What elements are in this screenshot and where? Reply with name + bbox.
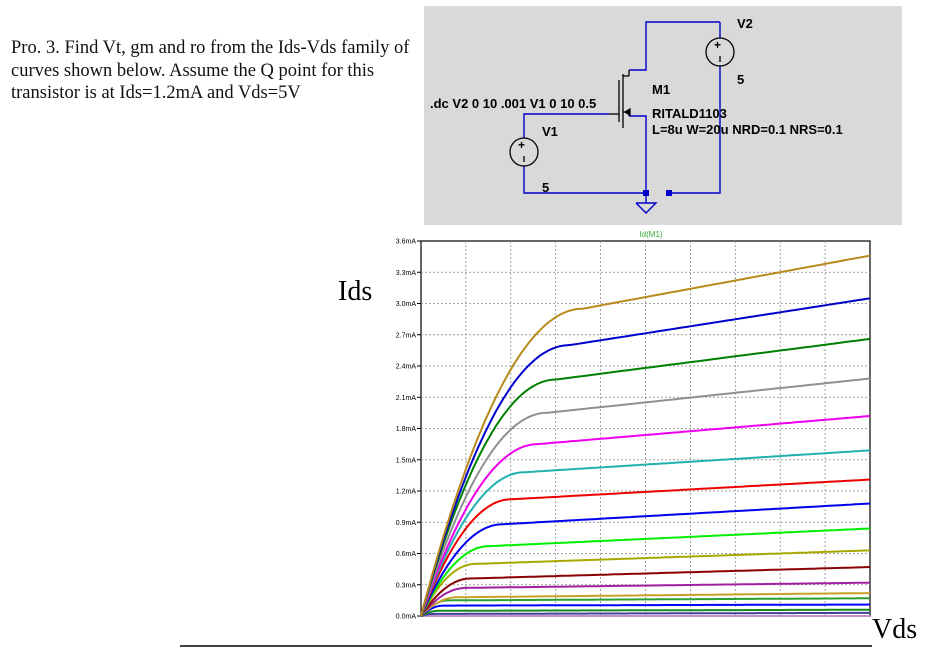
- v2-source-symbol: +: [705, 37, 735, 67]
- ids-curve-2: [420, 608, 870, 617]
- y-tick-label: 0.6mA: [396, 551, 417, 558]
- problem-statement: Pro. 3. Find Vt, gm and ro from the Ids-…: [11, 38, 410, 103]
- ids-curve-9: [420, 527, 871, 617]
- ids-curve-4: [420, 597, 870, 617]
- schematic-panel: + + .dc V2 0 10 .001 V1 0 10 0.5 V2 5 M1…: [424, 6, 902, 225]
- ids-curve-16: [420, 297, 871, 617]
- m1-label: M1: [652, 82, 670, 97]
- y-tick-label: 2.7mA: [396, 332, 417, 339]
- ids-curve-1: [420, 611, 870, 617]
- y-tick-label: 2.4mA: [396, 364, 417, 371]
- y-tick-label: 1.2mA: [396, 489, 417, 496]
- svg-text:+: +: [714, 38, 721, 52]
- ids-curve-13: [420, 415, 871, 617]
- y-ticks: 0.0mA 0.3mA 0.6mA 0.9mA 1.2mA 1.5mA 1.8mA 2.1mA…: [396, 239, 421, 621]
- v2-value: 5: [737, 72, 744, 87]
- y-tick-label: 0.9mA: [396, 520, 417, 527]
- svg-text:+: +: [518, 138, 525, 152]
- y-tick-label: 1.5mA: [396, 457, 417, 464]
- ids-curve-15: [420, 337, 871, 617]
- model-name: RITALD1103: [652, 106, 727, 121]
- y-tick-label: 1.8mA: [396, 426, 417, 433]
- y-tick-label: 3.3mA: [396, 270, 417, 277]
- schematic-diagram: + + .dc V2 0 10 .001 V1 0 10 0.5 V2 5 M1…: [430, 16, 843, 214]
- y-tick-label: 3.6mA: [396, 239, 417, 246]
- ids-curve-5: [420, 592, 870, 617]
- node-dot: [666, 190, 672, 196]
- ids-curve-7: [420, 566, 871, 617]
- ids-curve-17: [420, 254, 871, 617]
- ids-curve-10: [420, 502, 871, 617]
- v1-value: 5: [542, 180, 549, 195]
- schematic-wires: [523, 21, 721, 214]
- model-params: L=8u W=20u NRD=0.1 NRS=0.1: [652, 122, 843, 137]
- dc-directive: .dc V2 0 10 .001 V1 0 10 0.5: [430, 96, 596, 111]
- node-dot: [643, 190, 649, 196]
- curves: [420, 254, 871, 617]
- ids-curve-6: [420, 581, 870, 617]
- ids-curve-3: [420, 603, 871, 617]
- ids-curve-14: [420, 377, 871, 617]
- x-axis-label: Vds: [872, 614, 918, 645]
- trace-label: Id(M1): [639, 230, 662, 239]
- mosfet-symbol: [609, 70, 631, 128]
- y-tick-label: 3.0mA: [396, 301, 417, 308]
- y-axis-label: Ids: [338, 276, 373, 307]
- y-tick-label: 0.0mA: [396, 614, 417, 621]
- ids-curve-12: [420, 449, 871, 617]
- y-tick-label: 2.1mA: [396, 395, 417, 402]
- ids-curve-11: [420, 478, 871, 617]
- v2-label: V2: [737, 16, 753, 31]
- v1-label: V1: [542, 124, 558, 139]
- ids-curve-8: [420, 549, 871, 617]
- y-tick-label: 0.3mA: [396, 582, 417, 589]
- v1-source-symbol: +: [509, 137, 539, 167]
